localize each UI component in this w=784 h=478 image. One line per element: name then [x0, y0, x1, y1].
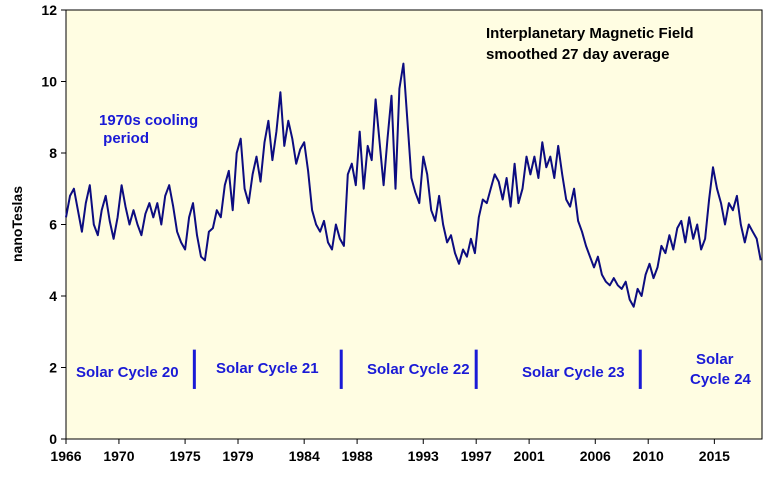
x-tick-label: 1984 — [289, 448, 320, 464]
y-tick-label: 6 — [49, 217, 57, 233]
y-tick-label: 12 — [41, 2, 57, 18]
y-tick-label: 4 — [49, 288, 57, 304]
label-solar-cycle-21: Solar Cycle 21 — [216, 360, 319, 377]
label-solar-cycle-23: Solar Cycle 23 — [522, 364, 625, 381]
y-tick-label: 0 — [49, 431, 57, 447]
x-tick-label: 2001 — [514, 448, 545, 464]
annotation-cooling-line-2: period — [99, 130, 149, 147]
plot-area — [65, 9, 763, 440]
y-tick-label: 10 — [41, 74, 57, 90]
x-tick-label: 1979 — [222, 448, 253, 464]
x-tick-label: 2010 — [633, 448, 664, 464]
x-tick-label: 1997 — [461, 448, 492, 464]
label-solar-cycle-24-line-1: Solar — [696, 351, 734, 368]
y-tick-label: 2 — [49, 360, 57, 376]
label-solar-cycle-20: Solar Cycle 20 — [76, 364, 179, 381]
x-tick-label: 2006 — [580, 448, 611, 464]
x-tick-label: 1975 — [170, 448, 201, 464]
y-axis-label: nanoTeslas — [9, 186, 25, 262]
x-tick-label: 1988 — [342, 448, 373, 464]
label-solar-cycle-24-line-2: Cycle 24 — [690, 371, 752, 388]
x-tick-label: 2015 — [699, 448, 730, 464]
y-axis: 0 2 4 6 8 10 12 — [41, 2, 66, 447]
chart-title-line-1: Interplanetary Magnetic Field — [486, 25, 694, 42]
x-tick-label: 1966 — [50, 448, 81, 464]
cycle-dividers — [192, 349, 642, 389]
x-tick-label: 1970 — [103, 448, 134, 464]
annotation-cooling-line-1: 1970s cooling — [99, 112, 198, 129]
series-line — [65, 62, 762, 308]
x-axis: 1966 1970 1975 1979 1984 1988 1993 1997 2001 2006… — [50, 439, 730, 464]
x-tick-label: 1993 — [408, 448, 439, 464]
label-solar-cycle-22: Solar Cycle 22 — [367, 361, 470, 378]
chart-title-line-2: smoothed 27 day average — [486, 46, 669, 63]
y-tick-label: 8 — [49, 145, 57, 161]
